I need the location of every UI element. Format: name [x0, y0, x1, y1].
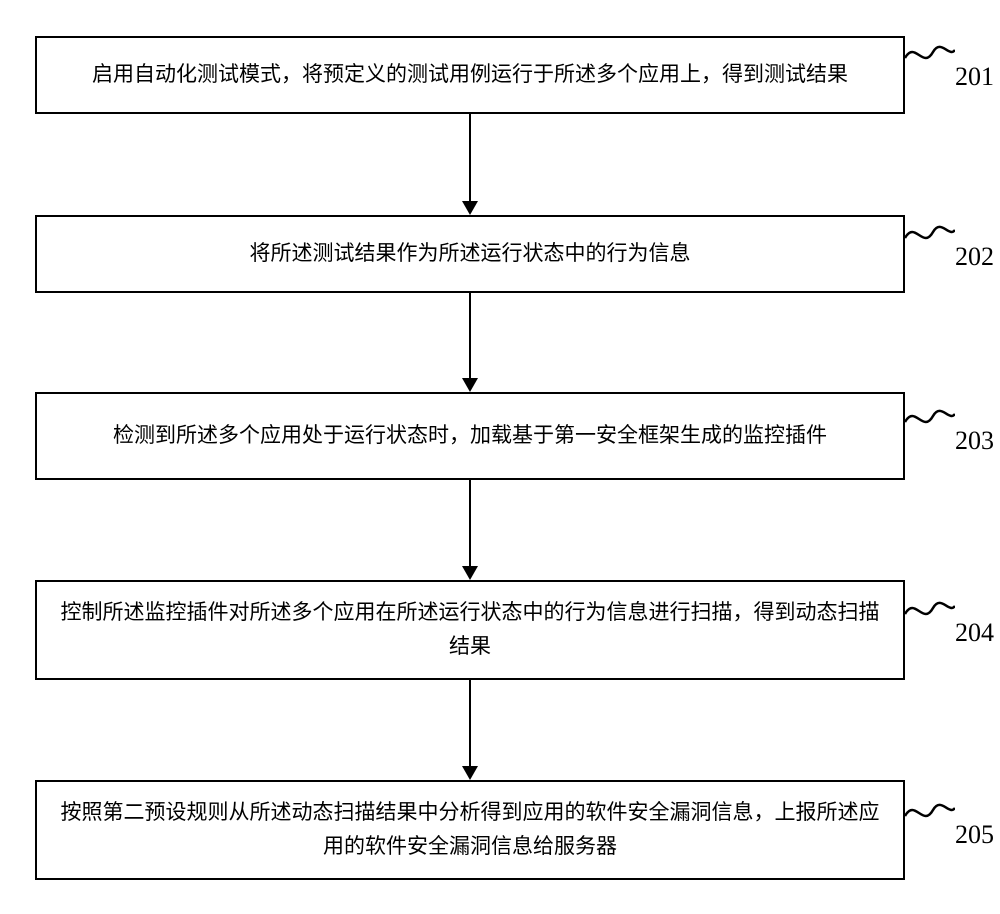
step-label-1: 201: [955, 62, 994, 92]
step-text-4: 控制所述监控插件对所述多个应用在所述运行状态中的行为信息进行扫描，得到动态扫描结…: [53, 596, 887, 663]
flowchart-canvas: 启用自动化测试模式，将预定义的测试用例运行于所述多个应用上，得到测试结果 201…: [0, 0, 1000, 914]
arrow-head-4: [462, 766, 478, 780]
connector-squiggle-2: [905, 220, 955, 250]
step-label-4: 204: [955, 618, 994, 648]
arrow-1: [469, 114, 471, 201]
step-box-1: 启用自动化测试模式，将预定义的测试用例运行于所述多个应用上，得到测试结果: [35, 36, 905, 114]
connector-squiggle-3: [905, 404, 955, 434]
step-label-2: 202: [955, 242, 994, 272]
step-text-3: 检测到所述多个应用处于运行状态时，加载基于第一安全框架生成的监控插件: [113, 419, 827, 453]
step-box-3: 检测到所述多个应用处于运行状态时，加载基于第一安全框架生成的监控插件: [35, 392, 905, 480]
connector-squiggle-1: [905, 40, 955, 70]
step-label-5: 205: [955, 820, 994, 850]
step-box-2: 将所述测试结果作为所述运行状态中的行为信息: [35, 215, 905, 293]
arrow-3: [469, 480, 471, 566]
step-text-5: 按照第二预设规则从所述动态扫描结果中分析得到应用的软件安全漏洞信息，上报所述应用…: [53, 796, 887, 863]
connector-squiggle-5: [905, 798, 955, 828]
arrow-4: [469, 680, 471, 766]
step-text-1: 启用自动化测试模式，将预定义的测试用例运行于所述多个应用上，得到测试结果: [92, 58, 848, 92]
step-label-3: 203: [955, 426, 994, 456]
arrow-head-2: [462, 378, 478, 392]
step-box-5: 按照第二预设规则从所述动态扫描结果中分析得到应用的软件安全漏洞信息，上报所述应用…: [35, 780, 905, 880]
connector-squiggle-4: [905, 596, 955, 626]
step-text-2: 将所述测试结果作为所述运行状态中的行为信息: [250, 237, 691, 271]
arrow-2: [469, 293, 471, 378]
arrow-head-3: [462, 566, 478, 580]
step-box-4: 控制所述监控插件对所述多个应用在所述运行状态中的行为信息进行扫描，得到动态扫描结…: [35, 580, 905, 680]
arrow-head-1: [462, 201, 478, 215]
